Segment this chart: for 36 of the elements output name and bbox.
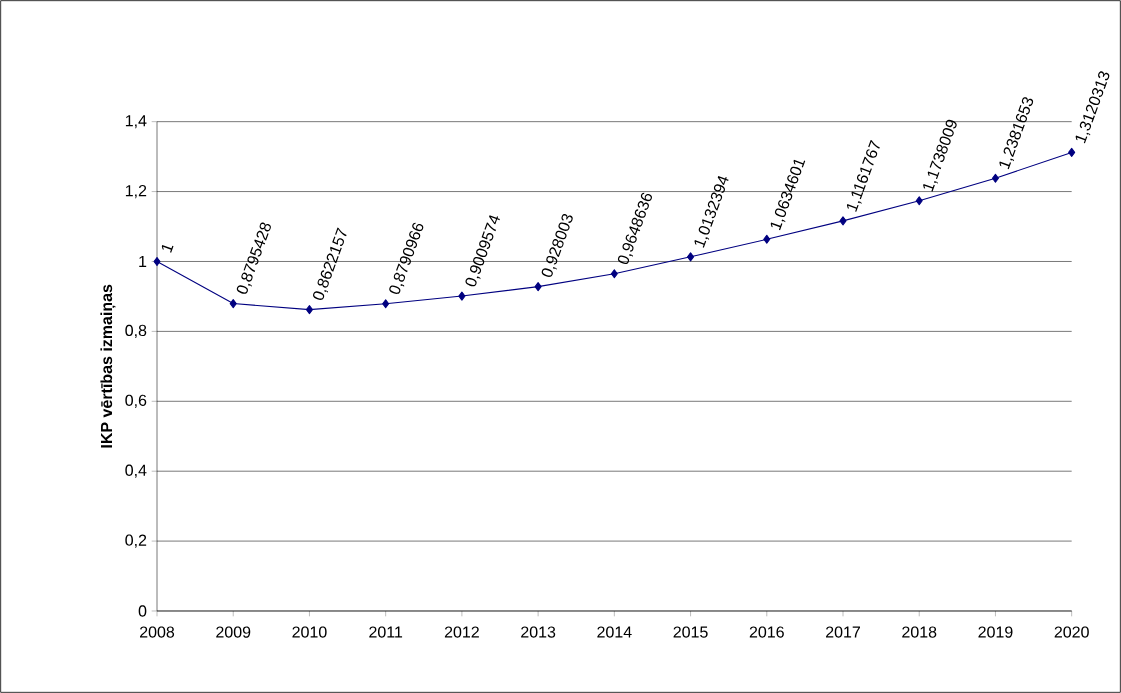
data-label: 1 [161, 244, 174, 253]
point [229, 299, 237, 309]
y-tick-label: 1,2 [125, 184, 147, 199]
x-tick-label: 2019 [978, 626, 1013, 638]
point [305, 305, 313, 315]
y-tick-label: 1 [139, 255, 147, 267]
point [915, 196, 923, 206]
y-tick-label: 1,4 [125, 115, 147, 129]
x-tick-label: 2017 [826, 626, 860, 638]
x-tick-label: 2011 [369, 626, 403, 638]
y-tick-label: 0,4 [125, 464, 147, 478]
x-tick-label: 2016 [749, 626, 784, 638]
x-tick-label: 2020 [1054, 626, 1089, 638]
y-tick-label: 0 [138, 605, 147, 617]
x-tick-label: 2009 [216, 626, 251, 638]
point [153, 256, 161, 267]
point [763, 234, 771, 244]
y-tick-label: 0,8 [125, 324, 147, 338]
point [458, 291, 466, 301]
x-tick-label: 2008 [140, 626, 175, 638]
x-tick-label: 2012 [444, 626, 479, 638]
y-axis-title: IKP vērtības izmaiņas [100, 284, 116, 448]
point [687, 252, 695, 262]
point [382, 299, 390, 309]
x-tick-label: 2010 [292, 626, 327, 638]
point [534, 282, 542, 292]
point [991, 173, 999, 183]
point [1068, 147, 1076, 157]
x-tick-label: 2014 [597, 626, 632, 638]
point [610, 269, 618, 279]
y-tick-label: 0,2 [125, 534, 147, 548]
x-tick-label: 2015 [673, 626, 708, 638]
y-tick-label: 0,6 [125, 394, 147, 408]
x-tick-label: 2013 [521, 626, 556, 638]
point [839, 216, 847, 226]
x-tick-label: 2018 [902, 626, 937, 638]
